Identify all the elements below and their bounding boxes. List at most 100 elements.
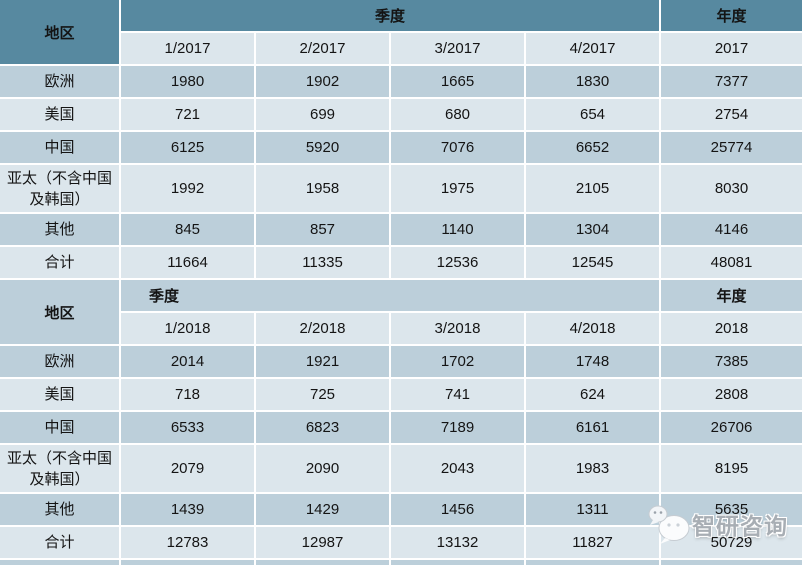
cell-value: 12987 — [254, 525, 391, 560]
col-header: 2/2018 — [254, 311, 391, 346]
table-row: 亚太（不含中国及韩国） 1992 1958 1975 2105 8030 — [0, 163, 802, 214]
cell-value: 725 — [254, 377, 391, 412]
partial-cell — [254, 558, 391, 565]
cell-value: 1702 — [389, 344, 526, 379]
table-row-total: 合计 12783 12987 13132 11827 50729 — [0, 525, 802, 560]
header-row-2017: 地区 季度 年度 — [0, 0, 802, 66]
region-label: 欧洲 — [0, 344, 121, 379]
partial-cell — [659, 558, 802, 565]
cell-value: 11827 — [523, 525, 662, 560]
partial-cell — [119, 558, 256, 565]
cell-value: 1311 — [523, 492, 662, 527]
col-header: 3/2017 — [389, 31, 526, 66]
table-row: 美国 718 725 741 624 2808 — [0, 377, 802, 412]
cell-value: 48081 — [659, 245, 802, 280]
cell-value: 1958 — [254, 163, 391, 214]
table-row: 其他 845 857 1140 1304 4146 — [0, 212, 802, 247]
region-label: 合计 — [0, 245, 121, 280]
cell-value: 699 — [254, 97, 391, 132]
table-row-total: 合计 11664 11335 12536 12545 48081 — [0, 245, 802, 280]
table-row: 其他 1439 1429 1456 1311 5635 — [0, 492, 802, 527]
cell-value: 857 — [254, 212, 391, 247]
year-header: 年度 — [659, 0, 802, 33]
partial-cell — [0, 558, 121, 565]
cell-value: 6161 — [523, 410, 662, 445]
cell-value: 1304 — [523, 212, 662, 247]
region-label: 中国 — [0, 130, 121, 165]
cell-value: 13132 — [389, 525, 526, 560]
cell-value: 741 — [389, 377, 526, 412]
cell-value: 6823 — [254, 410, 391, 445]
partial-row — [0, 558, 802, 565]
cell-value: 12545 — [523, 245, 662, 280]
cell-value: 7076 — [389, 130, 526, 165]
col-header: 1/2017 — [119, 31, 256, 66]
region-label: 美国 — [0, 377, 121, 412]
table-row: 美国 721 699 680 654 2754 — [0, 97, 802, 132]
cell-value: 5635 — [659, 492, 802, 527]
col-header: 2/2017 — [254, 31, 391, 66]
partial-cell — [389, 558, 526, 565]
cell-value: 6652 — [523, 130, 662, 165]
partial-cell — [523, 558, 662, 565]
cell-value: 680 — [389, 97, 526, 132]
cell-value: 12536 — [389, 245, 526, 280]
cell-value: 1429 — [254, 492, 391, 527]
cell-value: 1140 — [389, 212, 526, 247]
cell-value: 2043 — [389, 443, 526, 494]
region-label: 其他 — [0, 492, 121, 527]
cell-value: 1902 — [254, 64, 391, 99]
cell-value: 1983 — [523, 443, 662, 494]
cell-value: 2090 — [254, 443, 391, 494]
col-header: 4/2017 — [523, 31, 662, 66]
region-label: 合计 — [0, 525, 121, 560]
cell-value: 2808 — [659, 377, 802, 412]
col-header: 1/2018 — [119, 311, 256, 346]
cell-value: 1439 — [119, 492, 256, 527]
table-row: 中国 6533 6823 7189 6161 26706 — [0, 410, 802, 445]
table-row: 欧洲 2014 1921 1702 1748 7385 — [0, 344, 802, 379]
region-header: 地区 — [0, 278, 121, 346]
cell-value: 718 — [119, 377, 256, 412]
col-header: 3/2018 — [389, 311, 526, 346]
cell-value: 1665 — [389, 64, 526, 99]
region-header: 地区 — [0, 0, 121, 66]
year-header: 年度 — [659, 278, 802, 313]
cell-value: 654 — [523, 97, 662, 132]
quarter-header: 季度 — [118, 0, 662, 33]
cell-value: 1456 — [389, 492, 526, 527]
header-row-2018: 地区 季度 年度 — [0, 278, 802, 346]
cell-value: 1748 — [523, 344, 662, 379]
table-row: 亚太（不含中国及韩国） 2079 2090 2043 1983 8195 — [0, 443, 802, 494]
region-label: 美国 — [0, 97, 121, 132]
cell-value: 6533 — [119, 410, 256, 445]
cell-value: 7189 — [389, 410, 526, 445]
cell-value: 11335 — [254, 245, 391, 280]
cell-value: 624 — [523, 377, 662, 412]
cell-value: 8195 — [659, 443, 802, 494]
cell-value: 26706 — [659, 410, 802, 445]
cell-value: 1980 — [119, 64, 256, 99]
cell-value: 2079 — [119, 443, 256, 494]
quarter-header: 季度 — [118, 278, 662, 313]
cell-value: 8030 — [659, 163, 802, 214]
region-label: 亚太（不含中国及韩国） — [0, 443, 121, 494]
region-label: 欧洲 — [0, 64, 121, 99]
col-header-year: 2017 — [659, 31, 802, 66]
cell-value: 2754 — [659, 97, 802, 132]
table-row: 中国 6125 5920 7076 6652 25774 — [0, 130, 802, 165]
cell-value: 7385 — [659, 344, 802, 379]
table-row: 欧洲 1980 1902 1665 1830 7377 — [0, 64, 802, 99]
col-header: 4/2018 — [523, 311, 662, 346]
region-label: 其他 — [0, 212, 121, 247]
cell-value: 6125 — [119, 130, 256, 165]
cell-value: 7377 — [659, 64, 802, 99]
cell-value: 5920 — [254, 130, 391, 165]
subheader-row-2018: 1/2018 2/2018 3/2018 4/2018 2018 — [0, 311, 802, 346]
cell-value: 721 — [119, 97, 256, 132]
cell-value: 1921 — [254, 344, 391, 379]
region-label: 亚太（不含中国及韩国） — [0, 163, 121, 214]
cell-value: 1975 — [389, 163, 526, 214]
cell-value: 11664 — [119, 245, 256, 280]
